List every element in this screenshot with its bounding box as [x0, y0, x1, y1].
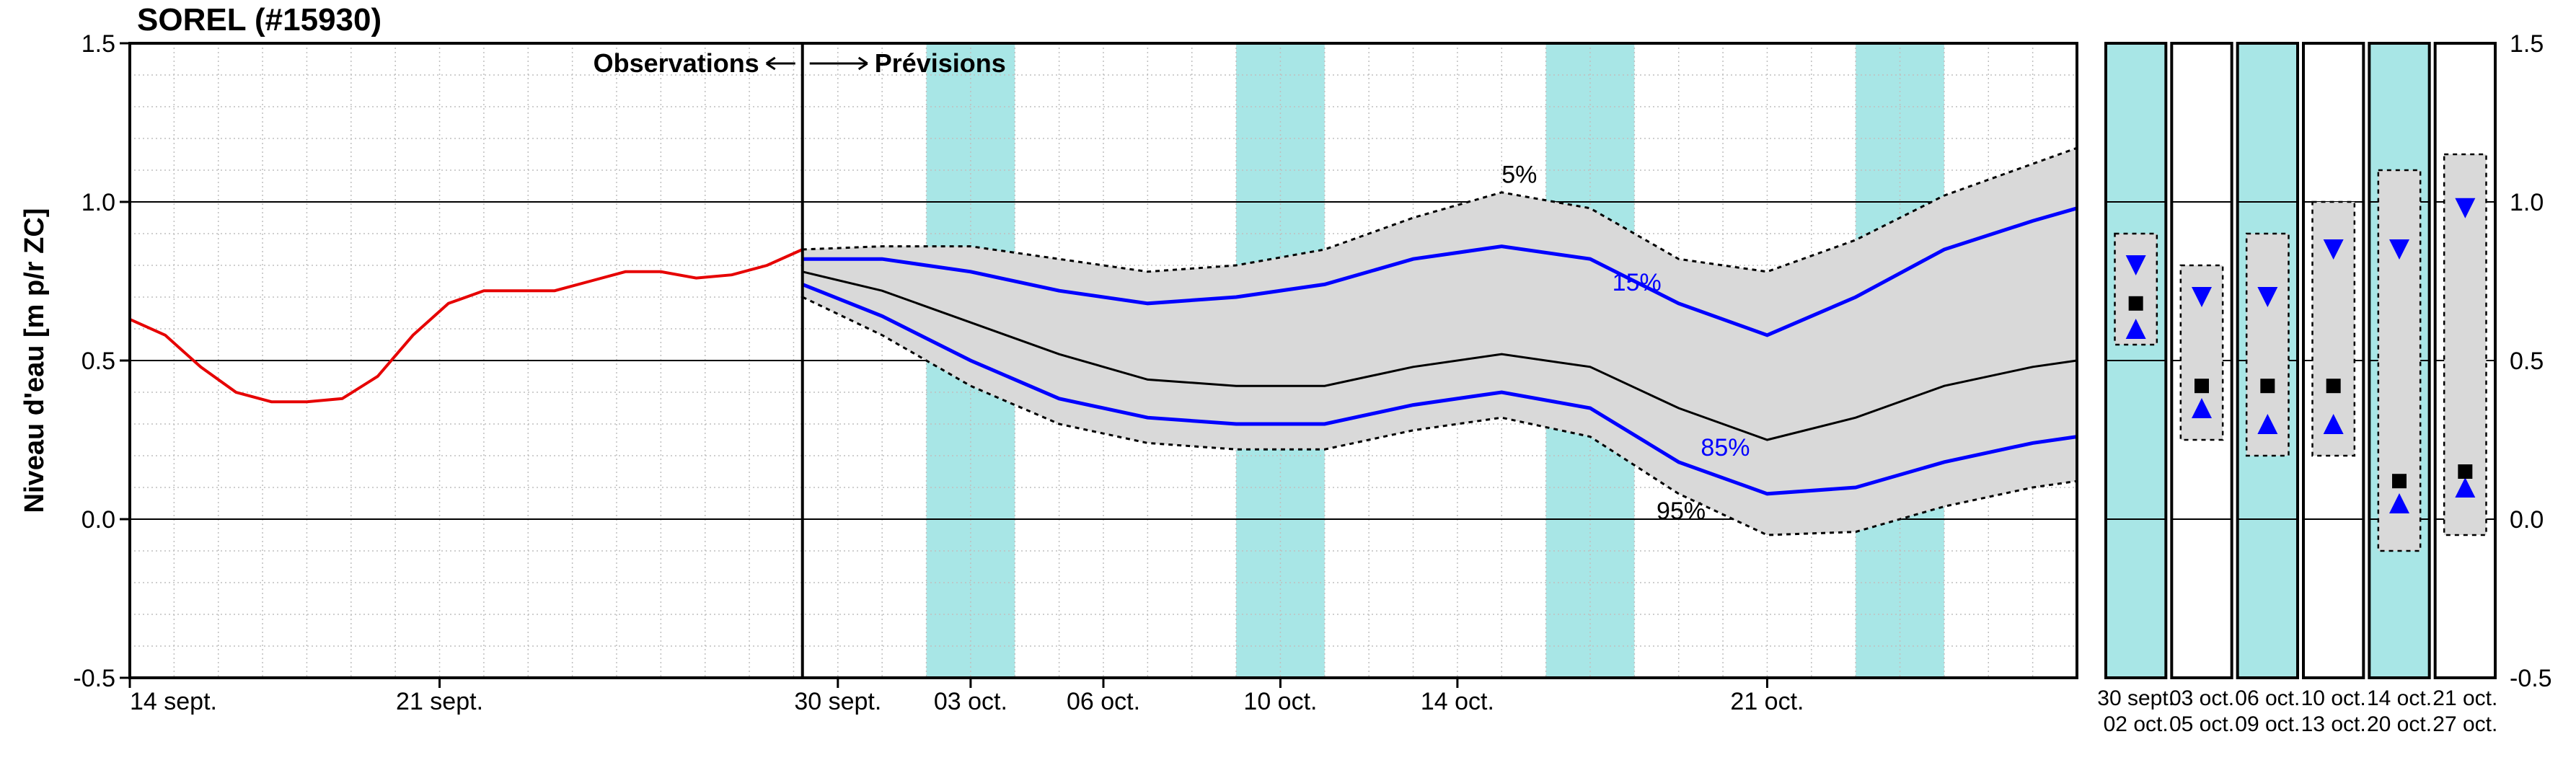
week-panel: 14 oct.20 oct.: [2367, 43, 2432, 736]
week-panel: 10 oct.13 oct.: [2301, 43, 2366, 736]
week-p50-marker: [2129, 296, 2143, 311]
ytick-label-right: 0.0: [2510, 506, 2544, 534]
week-bot-label: 02 oct.: [2104, 712, 2169, 736]
week-p50-marker: [2392, 474, 2407, 488]
xtick-label: 10 oct.: [1243, 688, 1317, 715]
ytick-label-right: 1.0: [2510, 189, 2544, 216]
week-bot-label: 09 oct.: [2235, 712, 2300, 736]
week-top-label: 03 oct.: [2169, 686, 2234, 710]
week-p50-marker: [2195, 379, 2209, 393]
xtick-label: 14 oct.: [1421, 688, 1494, 715]
week-top-label: 30 sept.: [2097, 686, 2174, 710]
week-top-label: 10 oct.: [2301, 686, 2366, 710]
xtick-label: 06 oct.: [1067, 688, 1140, 715]
arrow-right-icon: [810, 58, 868, 69]
chart-title: SOREL (#15930): [137, 2, 381, 37]
ytick-label: 0.0: [81, 506, 115, 534]
week-p50-marker: [2260, 379, 2275, 393]
main-plot: 5% 15% 85% 95% Observations Prévisions -0.5 0.0…: [19, 2, 2077, 715]
previsions-label: Prévisions: [875, 48, 1006, 78]
ytick-label-right: 1.5: [2510, 30, 2544, 58]
water-level-chart: 5% 15% 85% 95% Observations Prévisions -0.5 0.0…: [0, 0, 2576, 760]
xtick-label: 14 sept.: [130, 688, 217, 715]
week-top-label: 21 oct.: [2432, 686, 2497, 710]
week-p50-marker: [2458, 464, 2472, 479]
observations-label: Observations: [594, 48, 759, 78]
week-p50-marker: [2326, 379, 2341, 393]
week-panel: 30 sept.02 oct.: [2097, 43, 2174, 736]
y-axis-label: Niveau d'eau [m p/r ZC]: [19, 208, 50, 513]
week-top-label: 06 oct.: [2235, 686, 2300, 710]
ytick-label: -0.5: [73, 665, 115, 692]
arrow-left-icon: [767, 58, 795, 69]
week-panel: 06 oct.09 oct.: [2235, 43, 2300, 736]
xtick-label: 21 oct.: [1730, 688, 1804, 715]
week-top-label: 14 oct.: [2367, 686, 2432, 710]
ytick-label-right: 0.5: [2510, 348, 2544, 375]
ytick-label-right: -0.5: [2510, 665, 2552, 692]
p95-label: 95%: [1657, 498, 1706, 525]
p85-label: 85%: [1701, 434, 1750, 461]
week-bot-label: 05 oct.: [2169, 712, 2234, 736]
ytick-label: 1.0: [81, 189, 115, 216]
xtick-label: 03 oct.: [934, 688, 1007, 715]
xtick-label: 21 sept.: [396, 688, 483, 715]
week-bot-label: 20 oct.: [2367, 712, 2432, 736]
ytick-label: 0.5: [81, 348, 115, 375]
p05-label: 5%: [1501, 162, 1537, 189]
p15-label: 15%: [1613, 269, 1662, 296]
week-panel: 03 oct.05 oct.: [2169, 43, 2234, 736]
week-bot-label: 13 oct.: [2301, 712, 2366, 736]
week-bot-label: 27 oct.: [2432, 712, 2497, 736]
observations-line: [130, 249, 803, 402]
ytick-label: 1.5: [81, 30, 115, 58]
week-panel: 21 oct.27 oct.: [2432, 43, 2497, 736]
xtick-label: 30 sept.: [794, 688, 881, 715]
